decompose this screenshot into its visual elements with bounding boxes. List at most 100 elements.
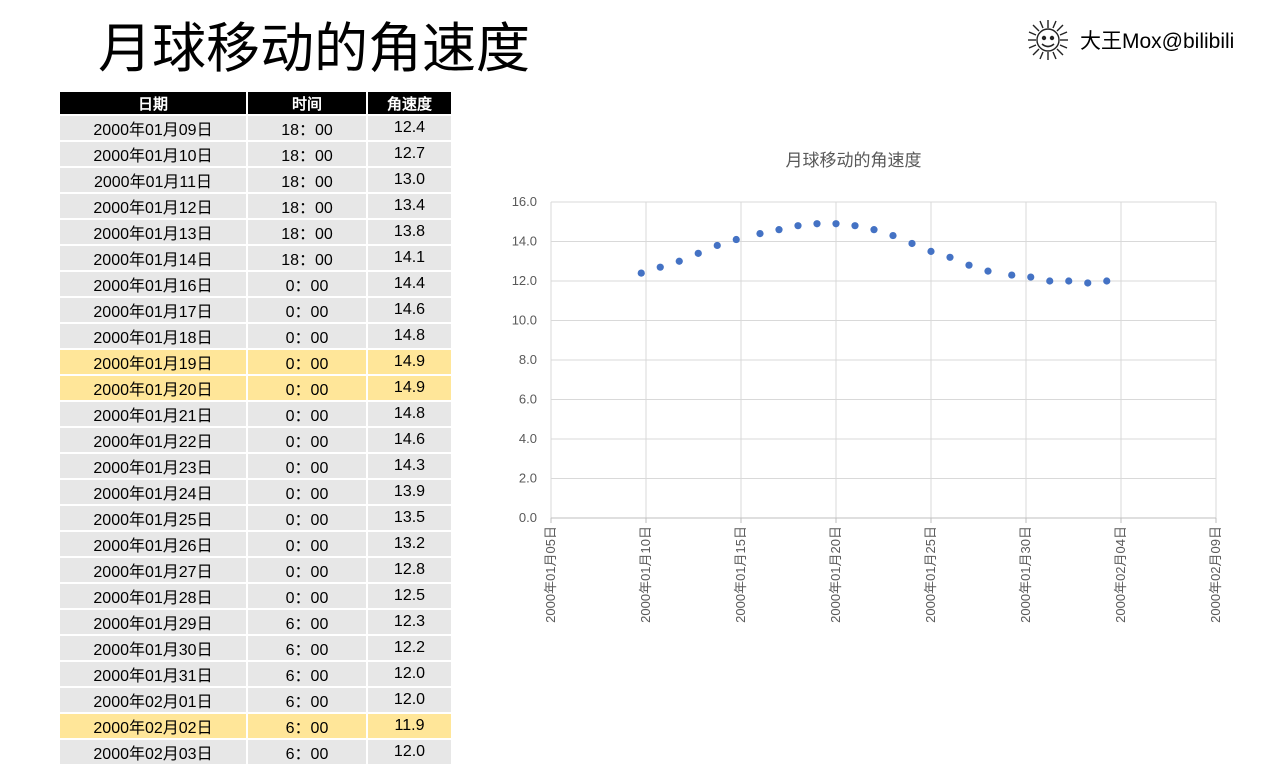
cell-time: 0：00 xyxy=(246,270,368,298)
cell-date: 2000年01月28日 xyxy=(58,582,248,610)
data-point xyxy=(694,249,702,257)
data-point xyxy=(851,222,859,230)
table-row: 2000年01月30日 6：00 12.2 xyxy=(58,634,453,662)
y-tick-label: 4.0 xyxy=(519,431,537,446)
x-tick-label: 2000年02月09日 xyxy=(1208,526,1223,623)
data-point xyxy=(965,261,973,269)
cell-time: 0：00 xyxy=(246,400,368,428)
cell-date: 2000年01月16日 xyxy=(58,270,248,298)
cell-time: 18：00 xyxy=(246,166,368,194)
x-tick-label: 2000年01月30日 xyxy=(1018,526,1033,623)
cell-time: 18：00 xyxy=(246,218,368,246)
table-row: 2000年01月21日 0：00 14.8 xyxy=(58,400,453,428)
table-row: 2000年01月23日 0：00 14.3 xyxy=(58,452,453,480)
cell-date: 2000年01月14日 xyxy=(58,244,248,272)
data-point xyxy=(732,235,740,244)
cell-speed: 14.9 xyxy=(366,348,453,376)
cell-date: 2000年01月17日 xyxy=(58,296,248,324)
brand: 大王Mox@bilibili xyxy=(1026,18,1234,62)
data-point xyxy=(946,253,954,261)
cell-time: 0：00 xyxy=(246,374,368,402)
cell-speed: 14.8 xyxy=(366,322,453,350)
data-point xyxy=(1027,273,1035,281)
cell-date: 2000年01月09日 xyxy=(58,114,248,142)
table-row: 2000年01月31日 6：00 12.0 xyxy=(58,660,453,688)
y-tick-label: 12.0 xyxy=(512,273,537,288)
chart-title: 月球移动的角速度 xyxy=(786,151,922,170)
x-tick-label: 2000年01月15日 xyxy=(733,526,748,623)
cell-speed: 12.0 xyxy=(366,660,453,688)
cell-speed: 13.0 xyxy=(366,166,453,194)
header-speed: 角速度 xyxy=(366,90,453,116)
y-tick-label: 8.0 xyxy=(519,352,537,367)
cell-date: 2000年01月10日 xyxy=(58,140,248,168)
table-row: 2000年01月09日 18：00 12.4 xyxy=(58,114,453,142)
cell-speed: 13.4 xyxy=(366,192,453,220)
data-point xyxy=(908,239,916,248)
cell-speed: 13.9 xyxy=(366,478,453,506)
cell-date: 2000年01月13日 xyxy=(58,218,248,246)
cell-time: 0：00 xyxy=(246,582,368,610)
cell-date: 2000年01月23日 xyxy=(58,452,248,480)
cell-date: 2000年01月19日 xyxy=(58,348,248,376)
cell-date: 2000年01月11日 xyxy=(58,166,248,194)
table-row: 2000年01月11日 18：00 13.0 xyxy=(58,166,453,194)
brand-name: 大王Mox@bilibili xyxy=(1080,30,1235,53)
cell-speed: 14.4 xyxy=(366,270,453,298)
data-point xyxy=(675,257,683,265)
scatter-chart: 月球移动的角速度 0.0 2.0 4.0 6.0 8.0 10.0 12.0 14.0 16.0 2… xyxy=(512,151,1223,623)
cell-speed: 12.4 xyxy=(366,114,453,142)
cell-speed: 14.3 xyxy=(366,452,453,480)
cell-time: 0：00 xyxy=(246,452,368,480)
y-tick-label: 10.0 xyxy=(512,313,537,328)
cell-time: 18：00 xyxy=(246,114,368,142)
cell-date: 2000年01月29日 xyxy=(58,608,248,636)
x-tick-label: 2000年01月05日 xyxy=(543,526,558,623)
cell-speed: 12.2 xyxy=(366,634,453,662)
cell-date: 2000年01月20日 xyxy=(58,374,248,402)
data-point xyxy=(1103,277,1111,285)
data-point xyxy=(927,247,935,255)
cell-time: 0：00 xyxy=(246,556,368,584)
x-tick-label: 2000年02月04日 xyxy=(1113,526,1128,623)
table-row: 2000年01月29日 6：00 12.3 xyxy=(58,608,453,636)
data-point xyxy=(984,267,992,275)
table-row: 2000年01月17日 0：00 14.6 xyxy=(58,296,453,324)
cell-time: 0：00 xyxy=(246,426,368,454)
cell-date: 2000年01月22日 xyxy=(58,426,248,454)
data-point xyxy=(756,230,764,238)
cell-speed: 12.7 xyxy=(366,140,453,168)
cell-time: 18：00 xyxy=(246,140,368,168)
cell-time: 0：00 xyxy=(246,322,368,350)
cell-speed: 12.8 xyxy=(366,556,453,584)
y-tick-label: 14.0 xyxy=(512,234,537,249)
cell-date: 2000年01月30日 xyxy=(58,634,248,662)
data-point xyxy=(637,269,645,277)
cell-date: 2000年02月01日 xyxy=(58,686,248,714)
cell-speed: 14.1 xyxy=(366,244,453,272)
cell-date: 2000年01月25日 xyxy=(58,504,248,532)
table-row: 2000年01月28日 0：00 12.5 xyxy=(58,582,453,610)
table-row: 2000年01月14日 18：00 14.1 xyxy=(58,244,453,272)
table-row: 2000年01月24日 0：00 13.9 xyxy=(58,478,453,506)
page-title: 月球移动的角速度 xyxy=(98,17,530,80)
data-point xyxy=(813,220,821,228)
cell-time: 18：00 xyxy=(246,192,368,220)
data-point xyxy=(1065,277,1073,285)
cell-date: 2000年01月21日 xyxy=(58,400,248,428)
cell-time: 0：00 xyxy=(246,348,368,376)
cell-date: 2000年01月26日 xyxy=(58,530,248,558)
header-time: 时间 xyxy=(246,90,368,116)
cell-speed: 14.6 xyxy=(366,426,453,454)
table-row: 2000年02月02日 6：00 11.9 xyxy=(58,712,453,740)
cell-speed: 12.3 xyxy=(366,608,453,636)
header-date: 日期 xyxy=(58,90,248,116)
data-point xyxy=(1008,271,1016,279)
cell-time: 6：00 xyxy=(246,634,368,662)
cell-time: 0：00 xyxy=(246,296,368,324)
cell-date: 2000年01月24日 xyxy=(58,478,248,506)
cell-time: 6：00 xyxy=(246,712,368,740)
data-point xyxy=(832,220,840,228)
cell-time: 6：00 xyxy=(246,608,368,636)
table-row: 2000年01月18日 0：00 14.8 xyxy=(58,322,453,350)
